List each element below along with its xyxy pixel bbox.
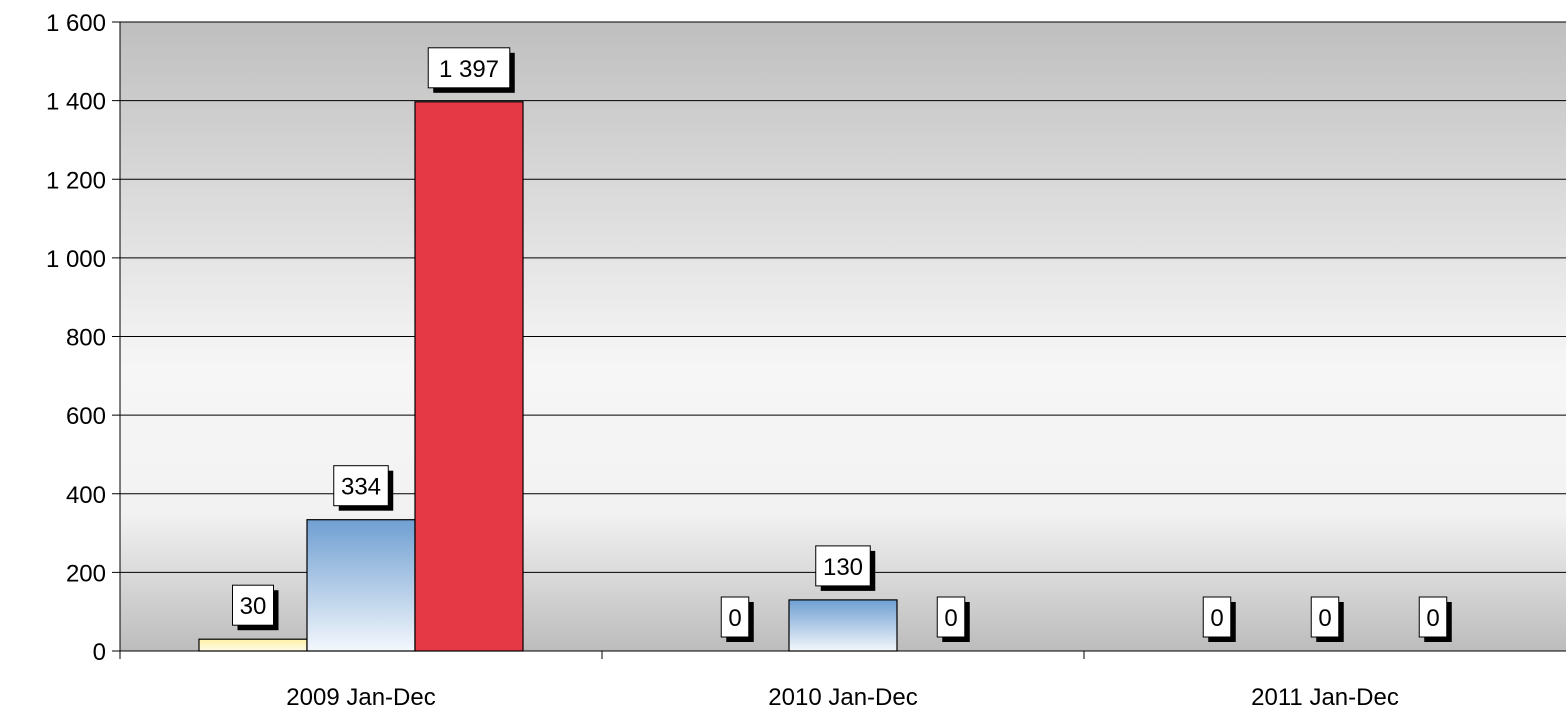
data-label-text: 334 (341, 474, 381, 501)
data-labels: 30 334 1 397 0 130 0 0 0 0 (232, 47, 1452, 642)
data-label-text: 0 (1318, 605, 1331, 632)
data-label: 0 (720, 596, 754, 642)
data-label: 0 (1418, 596, 1452, 642)
y-tick-label: 200 (66, 560, 106, 587)
data-label-text: 0 (1426, 605, 1439, 632)
data-label-box (936, 596, 966, 638)
data-label-box (427, 47, 511, 89)
y-tick-label: 0 (93, 639, 106, 666)
data-label-text: 30 (240, 593, 267, 620)
bar (788, 599, 898, 652)
y-tick-label: 600 (66, 403, 106, 430)
data-label-text: 0 (1210, 605, 1223, 632)
y-tick-label: 400 (66, 482, 106, 509)
data-label-text: 0 (728, 605, 741, 632)
x-tick-label: 2011 Jan-Dec (1251, 684, 1399, 711)
bar (198, 638, 308, 652)
data-label-text: 130 (823, 554, 863, 581)
data-label-box (720, 596, 750, 638)
x-tick-label: 2010 Jan-Dec (768, 684, 917, 711)
data-label: 0 (1310, 596, 1344, 642)
data-label: 0 (936, 596, 970, 642)
y-tick-label: 1 600 (46, 10, 106, 37)
bar (306, 519, 416, 652)
data-label: 130 (815, 545, 876, 591)
data-label: 0 (1202, 596, 1236, 642)
data-label-box (333, 465, 389, 507)
data-label-box (1418, 596, 1448, 638)
data-label-box (815, 545, 871, 587)
data-label: 334 (333, 465, 394, 511)
y-tick-label: 800 (66, 325, 106, 352)
data-label: 1 397 (427, 47, 515, 93)
data-label-text: 1 397 (439, 56, 499, 83)
data-label-box (1202, 596, 1232, 638)
bar (414, 101, 524, 652)
data-label-box (1310, 596, 1340, 638)
y-tick-label: 1 000 (46, 246, 106, 273)
data-label-box (232, 584, 274, 626)
bars (198, 101, 898, 652)
x-tick-label: 2009 Jan-Dec (286, 684, 435, 711)
data-label-text: 0 (944, 605, 957, 632)
data-label: 30 (232, 584, 279, 631)
y-tick-label: 1 400 (46, 89, 106, 116)
y-tick-label: 1 200 (46, 167, 106, 194)
